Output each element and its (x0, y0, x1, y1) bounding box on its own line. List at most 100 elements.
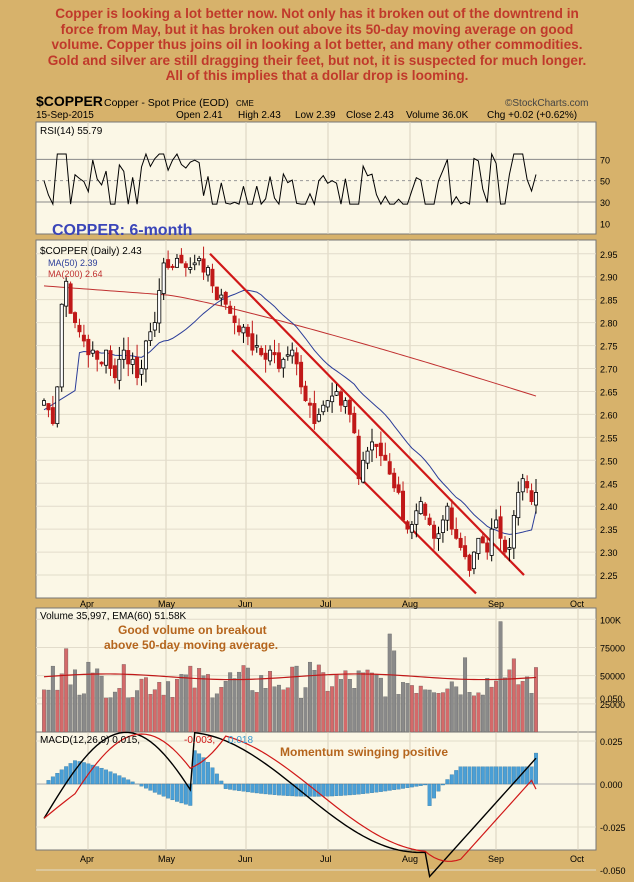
volume-bar (201, 675, 206, 733)
price-candle (183, 263, 188, 268)
macd-histogram-bar (409, 783, 414, 788)
macd-histogram-bar (418, 783, 423, 786)
month-tick-label: Apr (80, 854, 94, 864)
price-candle (414, 510, 419, 525)
volume-bar (126, 697, 131, 733)
volume-bar (343, 670, 348, 733)
month-tick-label: May (158, 599, 176, 609)
volume-label: Volume 35,997, EMA(60) 51.58K (40, 611, 187, 622)
volume-bar (370, 672, 374, 733)
macd-histogram-bar (214, 773, 219, 785)
macd-histogram-bar (90, 764, 95, 785)
macd-histogram-bar (139, 783, 144, 787)
price-candle (285, 354, 290, 357)
price-candle (347, 399, 352, 415)
macd-histogram-bar (241, 783, 246, 792)
macd-histogram-bar (440, 783, 445, 786)
macd-histogram-bar (245, 783, 250, 793)
price-candle (316, 414, 321, 422)
price-candle (272, 352, 277, 356)
price-legend-ma200: MA(200) 2.64 (48, 269, 103, 279)
price-candle (241, 326, 246, 334)
price-candle (245, 326, 250, 337)
macd-histogram-bar (206, 762, 210, 785)
ma50-line (43, 289, 537, 535)
volume-bar (197, 668, 202, 733)
price-candle (449, 507, 454, 530)
volume-bar (237, 671, 241, 733)
macd-histogram-bar (175, 783, 179, 802)
rsi-tick-label: 30 (600, 198, 610, 208)
macd-histogram-bar (454, 770, 459, 785)
volume-bar (228, 672, 233, 733)
macd-histogram-bar (449, 774, 454, 785)
volume-bar (64, 648, 69, 733)
channel-lower-line (231, 349, 477, 595)
price-candle (81, 334, 86, 342)
month-tick-label: Aug (402, 599, 418, 609)
headline-line: Copper is looking a lot better now. Not … (55, 6, 579, 21)
price-candle (374, 443, 379, 447)
month-tick-label: Aug (402, 854, 418, 864)
price-candle (59, 303, 64, 388)
price-candle (250, 333, 255, 351)
price-candle (303, 385, 308, 402)
quote-open: Open 2.41 (176, 110, 223, 121)
macd-line (43, 731, 537, 879)
rsi-tick-label: 70 (600, 155, 610, 165)
macd-annotation: Momentum swinging positive (280, 745, 448, 759)
volume-bar (316, 664, 321, 733)
price-candle (330, 395, 335, 403)
macd-histogram-bar (529, 766, 534, 785)
macd-histogram-bar (179, 783, 184, 804)
macd-label-hist: 0.018 (228, 735, 253, 746)
volume-bar (511, 658, 516, 733)
price-candle (139, 368, 144, 375)
macd-histogram-bar (170, 783, 175, 801)
volume-bar (281, 689, 286, 733)
volume-bar (374, 674, 379, 733)
price-candle (86, 338, 91, 356)
price-candle (520, 478, 525, 493)
price-candle (148, 331, 153, 341)
price-candle (205, 267, 210, 276)
price-candle (467, 554, 472, 571)
price-candle (427, 517, 432, 525)
macd-histogram-bar (117, 775, 122, 785)
price-candle (525, 481, 530, 489)
price-candle (494, 519, 499, 529)
month-tick-label: Jul (320, 854, 332, 864)
price-candle (432, 524, 437, 539)
volume-tick-label: 75000 (600, 643, 625, 653)
price-candle (476, 537, 481, 554)
macd-histogram-bar (325, 783, 330, 797)
volume-bar (489, 686, 494, 733)
volume-bar (414, 693, 419, 733)
volume-bar (245, 667, 250, 733)
macd-histogram-bar (130, 781, 135, 785)
macd-histogram-bar (59, 769, 64, 785)
price-candle (321, 404, 326, 413)
month-tick-label: Jun (238, 599, 253, 609)
volume-bar (206, 674, 210, 733)
price-tick-label: 2.75 (600, 342, 618, 352)
price-tick-label: 2.25 (600, 571, 618, 581)
price-candle (77, 324, 82, 333)
volume-bar (458, 694, 463, 733)
macd-histogram-bar (259, 783, 264, 794)
price-candle (161, 262, 166, 294)
volume-bar (285, 687, 290, 733)
price-candle (307, 402, 312, 406)
volume-bar (449, 681, 454, 733)
month-tick-label: Sep (488, 599, 504, 609)
price-candle (409, 524, 414, 533)
volume-bar (130, 697, 135, 733)
macd-histogram-bar (498, 766, 503, 785)
price-candle (471, 551, 476, 570)
price-candle (378, 442, 383, 457)
price-candle (534, 492, 539, 506)
chart-exchange: CME (236, 99, 254, 108)
macd-histogram-bar (503, 766, 507, 785)
price-candle (73, 312, 78, 324)
